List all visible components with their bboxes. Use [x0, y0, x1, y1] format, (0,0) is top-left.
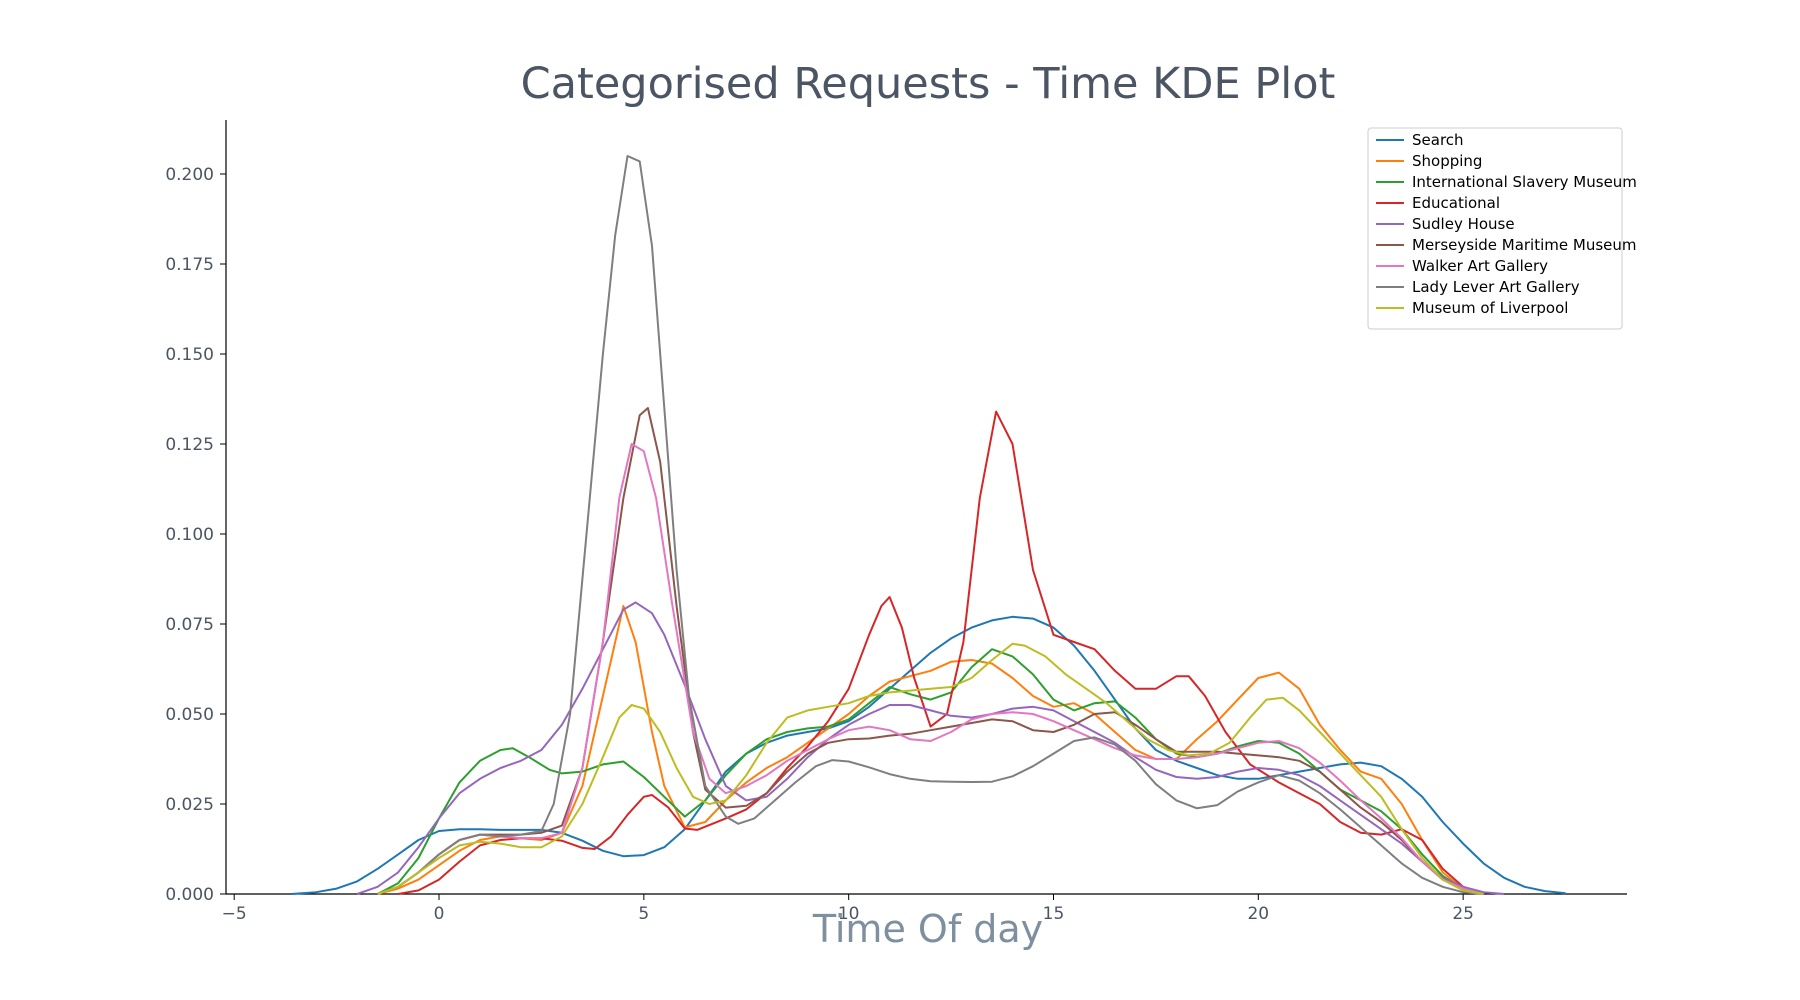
legend-label: Shopping: [1412, 152, 1482, 170]
y-tick-label: 0.025: [165, 795, 214, 815]
legend-label: Museum of Liverpool: [1412, 299, 1568, 317]
y-tick-label: 0.050: [165, 705, 214, 725]
series-lines: [291, 155, 1566, 895]
x-tick-label: 15: [1043, 904, 1065, 924]
legend-label: Educational: [1412, 194, 1500, 212]
series-line-museum-of-liverpool: [377, 642, 1484, 895]
chart-title: Categorised Requests - Time KDE Plot: [521, 59, 1336, 109]
y-tick-label: 0.100: [165, 525, 214, 545]
series-line-walker-art-gallery: [377, 443, 1484, 895]
axes: 0.000 0.025 0.050 0.075 0.100 0.125 0.150 0.175…: [165, 120, 1627, 924]
y-tick-label: 0.000: [165, 885, 214, 905]
legend-label: Merseyside Maritime Museum: [1412, 236, 1637, 254]
x-tick-label: 20: [1247, 904, 1269, 924]
y-tick-label: 0.200: [165, 165, 214, 185]
series-line-sudley-house: [356, 601, 1505, 895]
x-tick-label: −5: [222, 904, 247, 924]
legend: Search Shopping International Slavery Muse…: [1367, 127, 1637, 330]
series-line-lady-lever-art-gallery: [377, 155, 1484, 895]
x-tick-label: 0: [434, 904, 445, 924]
legend-label: Walker Art Gallery: [1412, 257, 1548, 275]
y-tick-label: 0.150: [165, 345, 214, 365]
y-tick-label: 0.125: [165, 435, 214, 455]
series-line-shopping: [377, 605, 1484, 895]
x-tick-label: 25: [1452, 904, 1474, 924]
legend-label: Sudley House: [1412, 215, 1515, 233]
series-line-educational: [397, 410, 1484, 895]
x-axis-label: Time Of day: [812, 907, 1043, 951]
legend-label: Lady Lever Art Gallery: [1412, 278, 1580, 296]
legend-box: [1367, 127, 1623, 330]
series-line-search: [291, 615, 1566, 895]
series-line-merseyside-maritime-museum: [377, 407, 1484, 895]
legend-label: International Slavery Museum: [1412, 173, 1637, 191]
legend-label: Search: [1412, 131, 1464, 149]
x-tick-label: 10: [838, 904, 860, 924]
y-tick-label: 0.075: [165, 615, 214, 635]
y-tick-label: 0.175: [165, 255, 214, 275]
x-tick-label: 5: [638, 904, 649, 924]
